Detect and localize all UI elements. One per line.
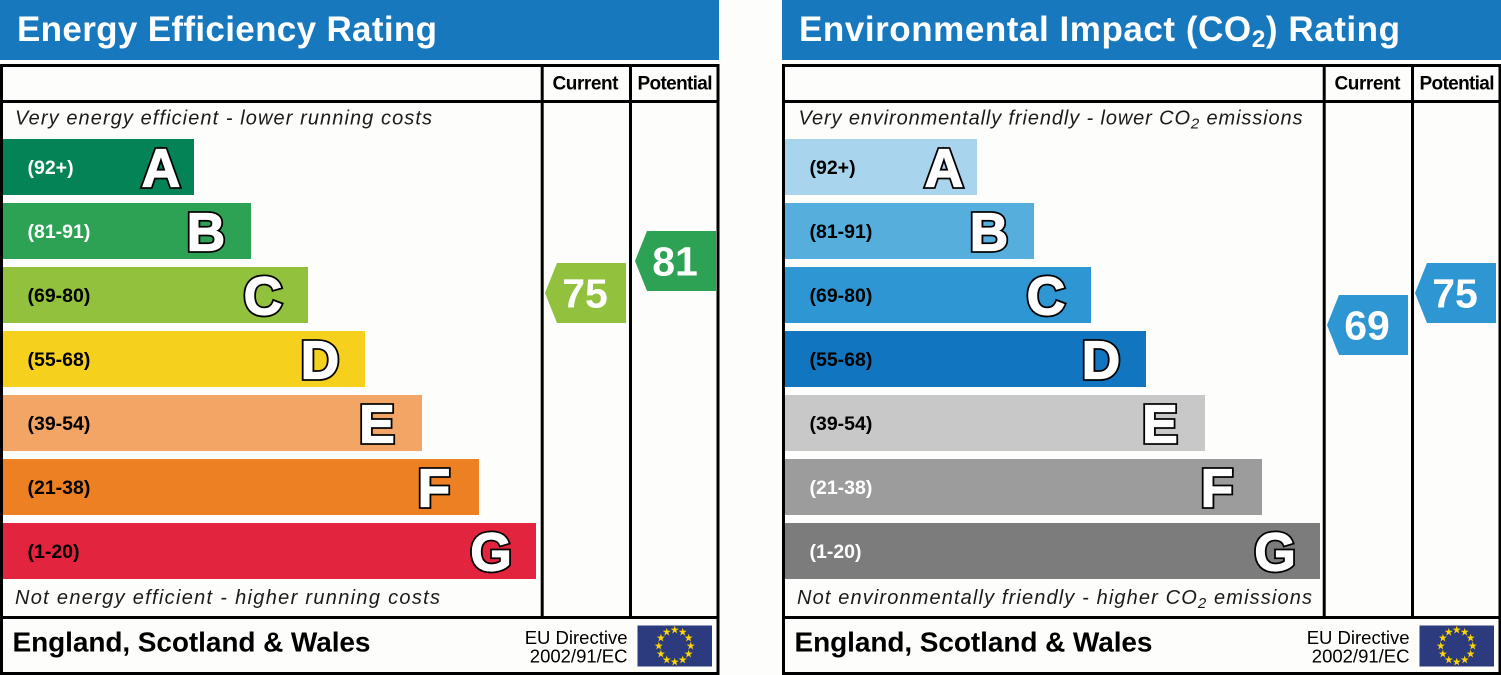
svg-text:F: F — [418, 460, 451, 519]
svg-text:C: C — [244, 268, 283, 327]
svg-text:A: A — [142, 140, 181, 199]
svg-text:F: F — [1201, 460, 1234, 519]
svg-text:E: E — [359, 396, 395, 455]
svg-text:69: 69 — [1344, 303, 1390, 349]
svg-text:D: D — [1082, 332, 1121, 391]
svg-text:2002/91/EC: 2002/91/EC — [1312, 646, 1410, 667]
svg-text:(69-80): (69-80) — [28, 285, 91, 307]
svg-text:(92+): (92+) — [810, 157, 856, 179]
svg-text:D: D — [1082, 332, 1121, 391]
svg-text:(55-68): (55-68) — [810, 349, 873, 371]
svg-text:Not environmentally friendly -: Not environmentally friendly - higher CO… — [797, 587, 1312, 612]
svg-text:E: E — [1142, 396, 1178, 455]
svg-text:B: B — [970, 204, 1009, 263]
svg-text:(21-38): (21-38) — [810, 477, 873, 499]
svg-text:G: G — [470, 524, 512, 583]
svg-text:Very energy efficient - lower: Very energy efficient - lower running co… — [15, 107, 432, 129]
svg-text:B: B — [187, 204, 226, 263]
svg-text:A: A — [925, 140, 964, 199]
svg-text:England, Scotland & Wales: England, Scotland & Wales — [13, 627, 371, 658]
svg-text:C: C — [1027, 268, 1066, 327]
svg-text:75: 75 — [1432, 271, 1478, 317]
svg-text:E: E — [359, 396, 395, 455]
svg-text:(1-20): (1-20) — [28, 541, 80, 563]
svg-text:A: A — [925, 140, 964, 199]
svg-text:2002/91/EC: 2002/91/EC — [530, 646, 628, 667]
svg-text:75: 75 — [562, 271, 608, 317]
svg-text:England, Scotland & Wales: England, Scotland & Wales — [795, 627, 1153, 658]
svg-text:Environmental Impact (CO2) Rat: Environmental Impact (CO2) Rating — [799, 10, 1400, 53]
svg-text:B: B — [970, 204, 1009, 263]
svg-text:(39-54): (39-54) — [28, 413, 91, 435]
svg-text:EU Directive: EU Directive — [525, 627, 628, 648]
svg-text:Current: Current — [553, 74, 620, 95]
svg-text:A: A — [142, 140, 181, 199]
svg-text:E: E — [1142, 396, 1178, 455]
svg-text:(69-80): (69-80) — [810, 285, 873, 307]
svg-text:Very environmentally friendly: Very environmentally friendly - lower CO… — [799, 107, 1303, 132]
svg-text:C: C — [1027, 268, 1066, 327]
svg-text:(39-54): (39-54) — [810, 413, 873, 435]
svg-text:D: D — [301, 332, 340, 391]
svg-text:81: 81 — [652, 239, 698, 285]
svg-text:(21-38): (21-38) — [28, 477, 91, 499]
svg-text:F: F — [418, 460, 451, 519]
svg-text:(55-68): (55-68) — [28, 349, 91, 371]
svg-text:Potential: Potential — [1420, 74, 1495, 95]
svg-text:Not energy efficient - higher: Not energy efficient - higher running co… — [15, 587, 440, 609]
svg-text:(81-91): (81-91) — [810, 221, 873, 243]
svg-text:G: G — [470, 524, 512, 583]
svg-text:G: G — [1254, 524, 1296, 583]
svg-text:F: F — [1201, 460, 1234, 519]
svg-text:Potential: Potential — [638, 74, 713, 95]
svg-text:(92+): (92+) — [28, 157, 74, 179]
svg-text:G: G — [1254, 524, 1296, 583]
svg-text:(1-20): (1-20) — [810, 541, 862, 563]
svg-text:(81-91): (81-91) — [28, 221, 91, 243]
svg-text:Energy Efficiency Rating: Energy Efficiency Rating — [17, 10, 437, 49]
svg-text:B: B — [187, 204, 226, 263]
svg-text:C: C — [244, 268, 283, 327]
svg-text:D: D — [301, 332, 340, 391]
svg-text:EU Directive: EU Directive — [1307, 627, 1410, 648]
svg-text:Current: Current — [1335, 74, 1402, 95]
